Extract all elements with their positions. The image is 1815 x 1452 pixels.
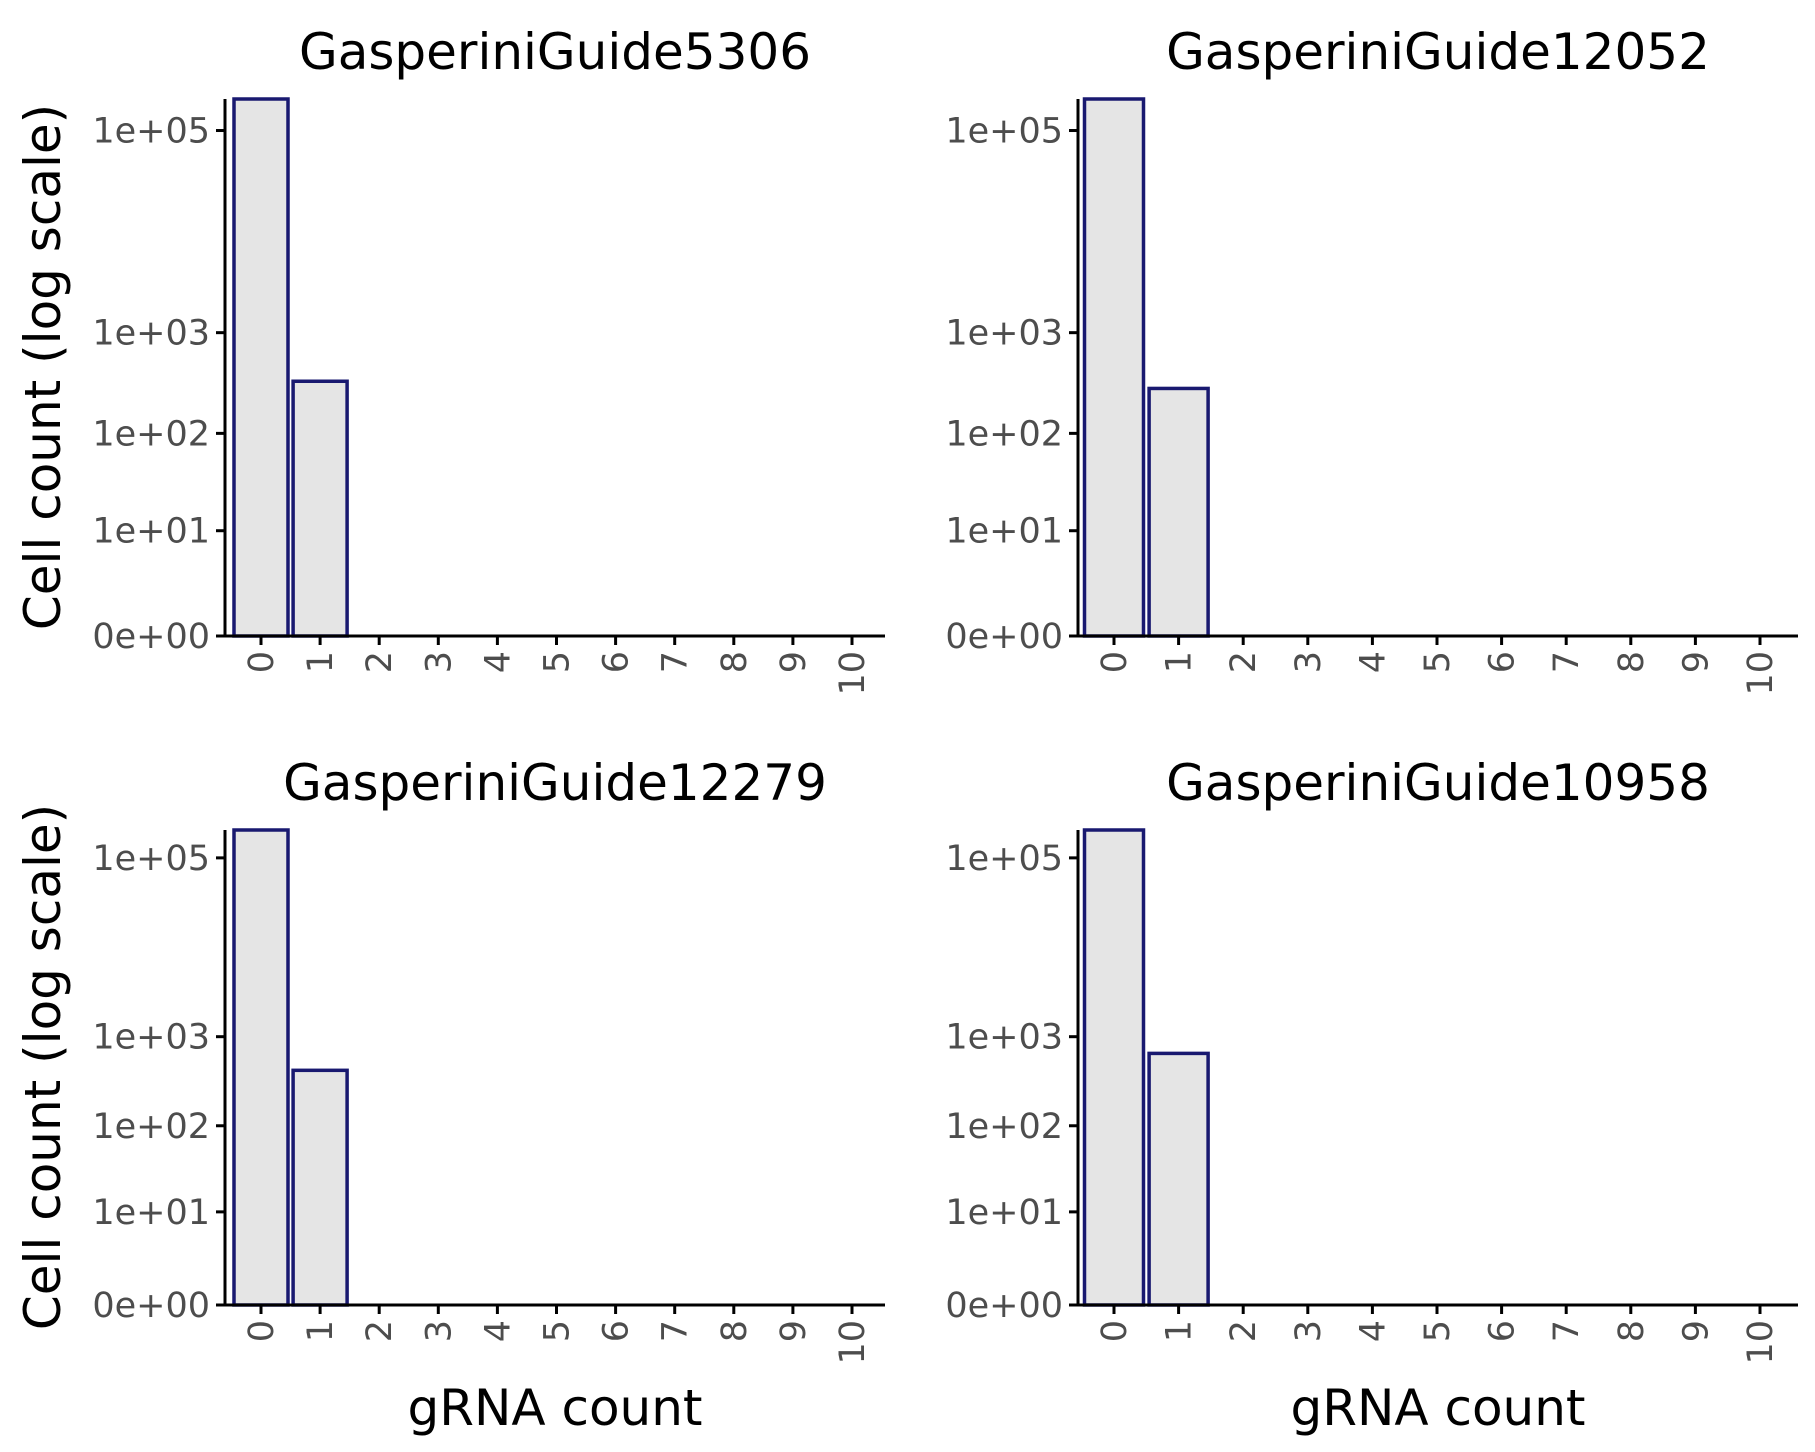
bar: [1082, 828, 1146, 1307]
x-tick-label: 2: [360, 1320, 400, 1342]
x-tick-label: 8: [715, 651, 755, 673]
x-tick-label: 7: [1547, 1320, 1587, 1342]
y-tick-label: 1e+03: [945, 314, 1063, 354]
bar: [291, 379, 349, 638]
x-tick-label: 9: [1676, 1320, 1716, 1342]
x-tick-label: 6: [597, 1320, 637, 1342]
bar: [232, 828, 290, 1307]
y-tick-label: 1e+02: [945, 1107, 1063, 1147]
y-tick-label: 1e+01: [945, 512, 1063, 552]
x-tick-label: 0: [1095, 651, 1135, 673]
panel-title: GasperiniGuide12052: [1166, 23, 1710, 81]
bar: [1147, 386, 1210, 638]
x-tick-label: 8: [1612, 1320, 1652, 1342]
x-tick-label: 0: [242, 1320, 282, 1342]
x-tick-label: 9: [774, 1320, 814, 1342]
bar: [291, 1068, 349, 1307]
x-axis-title: gRNA count: [407, 1379, 702, 1437]
panel-title: GasperiniGuide10958: [1166, 754, 1710, 812]
x-tick-label: 10: [833, 1320, 873, 1365]
x-tick-label: 10: [1741, 651, 1781, 696]
x-tick-label: 1: [301, 1320, 341, 1342]
x-tick-label: 3: [1289, 1320, 1329, 1342]
chart-panel: GasperiniGuide12279 0e+00 1e+01 1e+02 1e+03…: [14, 754, 885, 1437]
x-tick-label: 0: [1095, 1320, 1135, 1342]
x-tick-label: 5: [538, 1320, 578, 1342]
x-tick-label: 10: [833, 651, 873, 696]
x-axis-title: gRNA count: [1290, 1379, 1585, 1437]
x-tick-label: 6: [1483, 1320, 1523, 1342]
chart-panel: GasperiniGuide10958 0e+00 1e+01 1e+02 1e+03…: [945, 754, 1798, 1437]
x-tick-label: 2: [1224, 1320, 1264, 1342]
y-tick-label: 1e+02: [945, 414, 1063, 454]
x-tick-label: 6: [1483, 651, 1523, 673]
x-tick-label: 6: [597, 651, 637, 673]
x-tick-label: 1: [301, 651, 341, 673]
x-tick-label: 2: [360, 651, 400, 673]
x-tick-label: 4: [1353, 651, 1393, 673]
y-tick-label: 1e+02: [92, 1107, 210, 1147]
y-tick-label: 1e+03: [945, 1018, 1063, 1058]
y-tick-label: 1e+05: [92, 839, 210, 879]
x-tick-label: 0: [242, 651, 282, 673]
x-tick-label: 5: [1418, 1320, 1458, 1342]
bar: [1082, 97, 1146, 638]
y-tick-label: 1e+03: [92, 314, 210, 354]
x-tick-label: 9: [1676, 651, 1716, 673]
chart-panel: GasperiniGuide5306 0e+00 1e+01 1e+02 1e+03 1…: [14, 23, 885, 696]
x-tick-label: 4: [478, 1320, 518, 1342]
x-tick-label: 3: [419, 1320, 459, 1342]
y-tick-label: 1e+02: [92, 414, 210, 454]
x-tick-label: 7: [656, 651, 696, 673]
y-tick-label: 1e+01: [92, 1193, 210, 1233]
x-tick-label: 3: [419, 651, 459, 673]
y-axis-title: Cell count (log scale): [14, 104, 72, 630]
y-tick-label: 1e+01: [92, 512, 210, 552]
y-tick-label: 1e+05: [945, 112, 1063, 152]
y-tick-label: 0e+00: [945, 1286, 1063, 1326]
x-tick-label: 4: [1353, 1320, 1393, 1342]
x-tick-label: 2: [1224, 651, 1264, 673]
y-axis-title: Cell count (log scale): [14, 804, 72, 1330]
x-tick-label: 8: [1612, 651, 1652, 673]
x-tick-label: 1: [1160, 651, 1200, 673]
y-tick-label: 0e+00: [92, 1286, 210, 1326]
panel-title: GasperiniGuide12279: [283, 754, 827, 812]
x-tick-label: 5: [1418, 651, 1458, 673]
y-tick-label: 0e+00: [945, 617, 1063, 657]
chart-panel: GasperiniGuide12052 0e+00 1e+01 1e+02 1e+03…: [945, 23, 1798, 696]
bar: [1147, 1051, 1210, 1307]
y-tick-label: 1e+05: [945, 839, 1063, 879]
x-tick-label: 4: [478, 651, 518, 673]
x-tick-label: 5: [538, 651, 578, 673]
x-tick-label: 8: [715, 1320, 755, 1342]
x-tick-label: 7: [656, 1320, 696, 1342]
y-tick-label: 1e+05: [92, 112, 210, 152]
x-tick-label: 1: [1160, 1320, 1200, 1342]
panel-title: GasperiniGuide5306: [299, 23, 811, 81]
y-tick-label: 1e+01: [945, 1193, 1063, 1233]
x-tick-label: 7: [1547, 651, 1587, 673]
y-tick-label: 0e+00: [92, 617, 210, 657]
x-tick-label: 3: [1289, 651, 1329, 673]
bar: [232, 97, 290, 638]
x-tick-label: 10: [1741, 1320, 1781, 1365]
x-tick-label: 9: [774, 651, 814, 673]
y-tick-label: 1e+03: [92, 1018, 210, 1058]
